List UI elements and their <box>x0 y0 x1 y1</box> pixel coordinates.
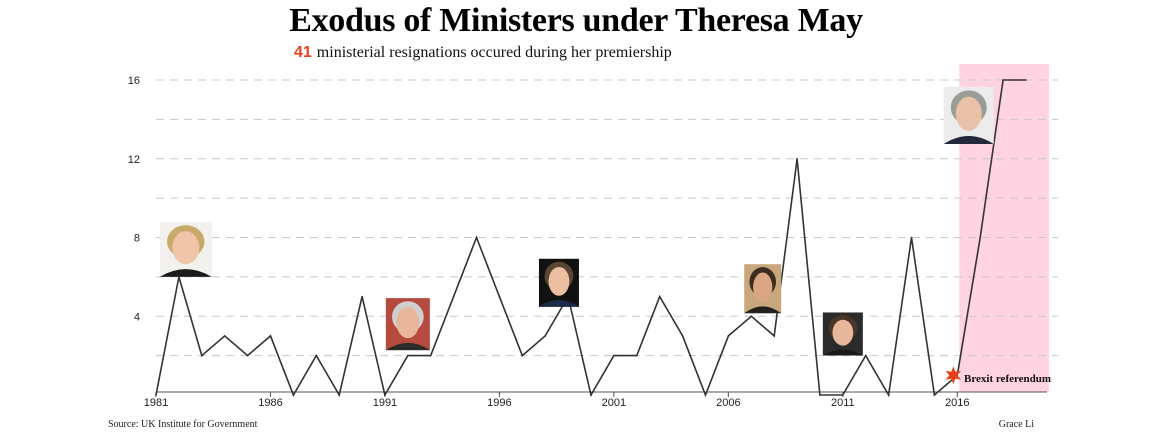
data-point <box>635 354 638 357</box>
data-point <box>200 354 203 357</box>
data-point <box>407 354 409 357</box>
data-point <box>544 335 547 337</box>
data-point <box>155 394 157 396</box>
portrait-blair <box>538 258 579 307</box>
x-tick-label: 1981 <box>144 397 168 409</box>
portrait-shoulders <box>744 306 782 314</box>
portrait-brown <box>744 264 782 314</box>
data-point <box>498 295 501 298</box>
chart-title: Exodus of Ministers under Theresa May <box>289 2 863 39</box>
x-tick-label: 2011 <box>831 397 855 409</box>
x-axis: 1981 1986 1991 1996 2001 2006 2011 2016 <box>144 391 1047 409</box>
x-tick-label: 2016 <box>945 397 969 409</box>
y-tick-label: 4 <box>134 311 140 323</box>
data-point <box>223 335 226 337</box>
data-point <box>429 354 432 357</box>
subtitle-text: ministerial resignations occured during … <box>316 44 672 61</box>
data-point <box>269 335 272 337</box>
data-point <box>887 394 890 396</box>
data-point <box>521 354 524 357</box>
data-point <box>796 157 798 160</box>
x-tick-label: 1996 <box>487 397 511 409</box>
source-note: Source: UK Institute for Government <box>108 419 258 430</box>
data-point <box>864 354 867 357</box>
data-point <box>1002 79 1004 81</box>
chart-subtitle: 41 ministerial resignations occured durin… <box>294 44 672 62</box>
data-point <box>384 394 386 396</box>
data-point <box>727 335 730 337</box>
portrait-shoulders <box>943 135 994 144</box>
data-point <box>361 295 363 298</box>
data-point <box>452 295 455 298</box>
portraits <box>159 86 994 356</box>
portrait-face <box>172 231 200 265</box>
data-point <box>842 394 844 396</box>
brexit-annotation-label: Brexit referendum <box>964 373 1051 385</box>
annotations: Brexit referendum <box>945 366 1051 385</box>
y-tick-label: 16 <box>128 75 140 87</box>
resignation-count: 41 <box>294 44 312 61</box>
data-point <box>590 394 592 396</box>
portrait-face <box>548 266 570 296</box>
portrait-shoulders <box>159 269 212 277</box>
x-tick-label: 2001 <box>602 397 626 409</box>
data-point <box>338 394 340 396</box>
data-point <box>933 394 936 396</box>
data-point <box>292 394 295 396</box>
y-tick-label: 8 <box>134 233 140 245</box>
portrait-shoulders <box>538 300 579 307</box>
data-point <box>315 354 318 357</box>
brexit-star-icon <box>945 366 962 385</box>
portrait-thatcher <box>159 221 212 277</box>
x-tick-label: 1991 <box>373 397 397 409</box>
portrait-may <box>943 86 994 144</box>
data-point <box>1025 79 1027 81</box>
data-point <box>658 295 661 298</box>
portrait-cameron <box>822 312 863 356</box>
portrait-shoulders <box>385 342 430 351</box>
portrait-shoulders <box>822 349 863 356</box>
x-tick-label: 1986 <box>258 397 282 409</box>
data-point <box>475 236 478 239</box>
data-point <box>246 354 249 357</box>
portrait-face <box>396 306 420 339</box>
data-point <box>704 394 707 396</box>
data-point <box>910 236 913 239</box>
portrait-face <box>753 272 773 302</box>
data-point <box>979 236 982 239</box>
x-tick-label: 2006 <box>716 397 740 409</box>
portrait-major <box>385 298 430 351</box>
author-credit: Grace Li <box>998 419 1034 430</box>
portrait-face <box>832 319 854 346</box>
y-tick-label: 12 <box>128 154 140 166</box>
data-point <box>750 315 753 318</box>
portrait-face <box>955 96 982 131</box>
data-point <box>681 335 684 337</box>
data-point <box>773 335 775 337</box>
data-point <box>613 354 615 357</box>
series-line-layer <box>155 79 1027 398</box>
gridlines: 4 8 12 16 <box>128 75 1058 357</box>
data-point <box>819 394 821 396</box>
